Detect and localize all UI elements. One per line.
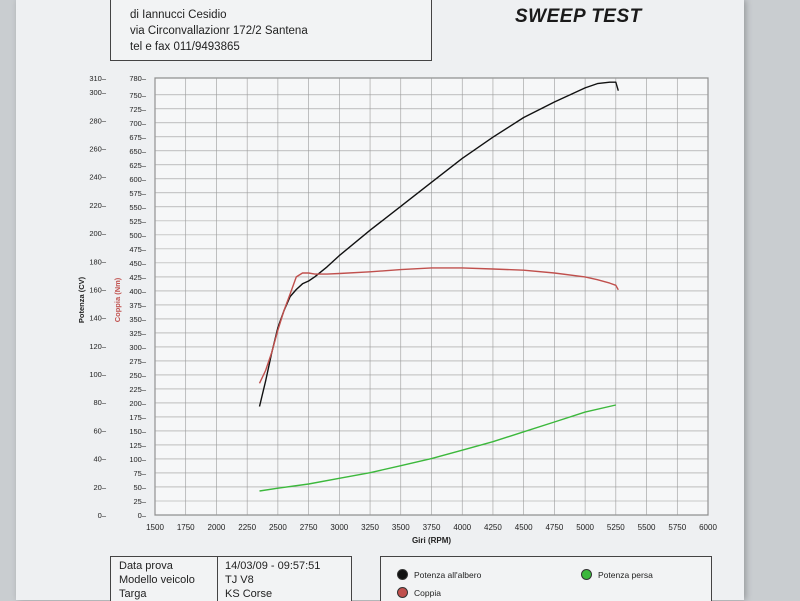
legend-item-torque: Coppia (397, 587, 441, 598)
torque-tick-label: 550– (129, 203, 147, 212)
torque-axis-label: Coppia (Nm) (113, 277, 122, 322)
torque-tick-label: 175– (129, 413, 147, 422)
legend-item-power: Potenza all'albero (397, 569, 481, 580)
x-tick-label: 1750 (177, 523, 195, 532)
legend-dot-power (397, 569, 408, 580)
company-name: di Iannucci Cesidio (130, 9, 227, 21)
company-header-box (110, 0, 432, 61)
torque-tick-label: 100– (129, 455, 147, 464)
info-value-plate: KS Corse (225, 588, 273, 600)
torque-tick-label: 350– (129, 315, 147, 324)
x-tick-label: 4250 (484, 523, 502, 532)
series-line-torque (258, 267, 619, 384)
info-value-model: TJ V8 (225, 574, 254, 586)
power-tick-label: 260– (89, 144, 107, 153)
x-tick-label: 4750 (545, 523, 563, 532)
torque-tick-label: 400– (129, 287, 147, 296)
torque-tick-label: 650– (129, 147, 147, 156)
x-tick-label: 1500 (146, 523, 164, 532)
torque-tick-label: 0– (138, 511, 147, 520)
power-tick-label: 0– (98, 511, 107, 520)
power-tick-label: 200– (89, 229, 107, 238)
torque-tick-label: 200– (129, 399, 147, 408)
legend-label-lost-power: Potenza persa (598, 569, 653, 580)
dyno-chart: 1500 1750 2000 2250 2500 2750 3000 3250 3500 3750… (77, 74, 717, 545)
x-tick-label: 5750 (668, 523, 686, 532)
x-tick-label: 5250 (607, 523, 625, 532)
x-tick-label: 2000 (208, 523, 226, 532)
power-tick-label: 40– (93, 455, 106, 464)
power-tick-label: 160– (89, 285, 107, 294)
power-tick-label: 310– (89, 74, 107, 83)
torque-tick-label: 675– (129, 133, 147, 142)
company-phone: tel e fax 011/9493865 (130, 41, 240, 53)
torque-tick-label: 275– (129, 357, 147, 366)
power-tick-label: 300– (89, 88, 107, 97)
torque-tick-label: 225– (129, 385, 147, 394)
torque-tick-label: 575– (129, 189, 147, 198)
torque-tick-label: 25– (133, 497, 146, 506)
legend-item-lost-power: Potenza persa (581, 569, 653, 580)
power-tick-label: 240– (89, 173, 107, 182)
torque-tick-label: 525– (129, 217, 147, 226)
torque-tick-label: 450– (129, 259, 147, 268)
torque-tick-label: 125– (129, 441, 147, 450)
power-tick-label: 100– (89, 370, 107, 379)
legend-dot-torque (397, 587, 408, 598)
torque-tick-label: 375– (129, 301, 147, 310)
x-tick-label: 5500 (638, 523, 656, 532)
x-tick-label: 3500 (392, 523, 410, 532)
torque-tick-label: 700– (129, 119, 147, 128)
torque-tick-label: 625– (129, 161, 147, 170)
test-info-table: Data prova 14/03/09 - 09:57:51 Modello v… (110, 556, 352, 601)
x-tick-label: 2250 (238, 523, 256, 532)
power-tick-label: 280– (89, 116, 107, 125)
power-tick-label: 120– (89, 342, 107, 351)
x-tick-label: 3750 (423, 523, 441, 532)
x-tick-label: 2500 (269, 523, 287, 532)
torque-tick-label: 750– (129, 91, 147, 100)
legend-box: Potenza all'albero Potenza persa Coppia (380, 556, 712, 601)
x-tick-label: 2750 (300, 523, 318, 532)
x-tick-label: 6000 (699, 523, 717, 532)
torque-tick-label: 725– (129, 105, 147, 114)
info-label-model: Modello veicolo (119, 574, 195, 586)
x-tick-label: 4000 (453, 523, 471, 532)
series-line-lost-power (259, 404, 616, 492)
legend-label-power: Potenza all'albero (414, 569, 482, 580)
torque-tick-label: 50– (133, 483, 146, 492)
torque-tick-label: 75– (133, 469, 146, 478)
torque-tick-label: 475– (129, 245, 147, 254)
x-tick-label: 3250 (361, 523, 379, 532)
power-tick-label: 80– (93, 398, 106, 407)
power-tick-label: 180– (89, 257, 107, 266)
info-label-plate: Targa (119, 588, 147, 600)
x-tick-label: 4500 (515, 523, 533, 532)
info-label-date: Data prova (119, 560, 173, 572)
info-table-divider (217, 557, 218, 601)
x-tick-label: 3000 (330, 523, 348, 532)
company-address: via Circonvallazionr 172/2 Santena (130, 25, 308, 37)
x-axis-label: Giri (RPM) (412, 536, 451, 545)
torque-tick-label: 250– (129, 371, 147, 380)
torque-tick-label: 150– (129, 427, 147, 436)
power-tick-label: 140– (89, 314, 107, 323)
torque-tick-label: 780– (129, 74, 147, 83)
info-value-date: 14/03/09 - 09:57:51 (225, 560, 321, 572)
legend-label-torque: Coppia (414, 587, 441, 598)
torque-tick-label: 300– (129, 343, 147, 352)
power-tick-label: 220– (89, 201, 107, 210)
legend-dot-lost-power (581, 569, 592, 580)
power-tick-label: 20– (93, 483, 106, 492)
power-tick-label: 60– (93, 426, 106, 435)
torque-tick-label: 500– (129, 231, 147, 240)
power-axis-label: Potenza (CV) (77, 276, 86, 323)
torque-tick-label: 325– (129, 329, 147, 338)
torque-tick-label: 425– (129, 273, 147, 282)
report-title: SWEEP TEST (515, 6, 642, 27)
torque-tick-label: 600– (129, 175, 147, 184)
x-tick-label: 5000 (576, 523, 594, 532)
